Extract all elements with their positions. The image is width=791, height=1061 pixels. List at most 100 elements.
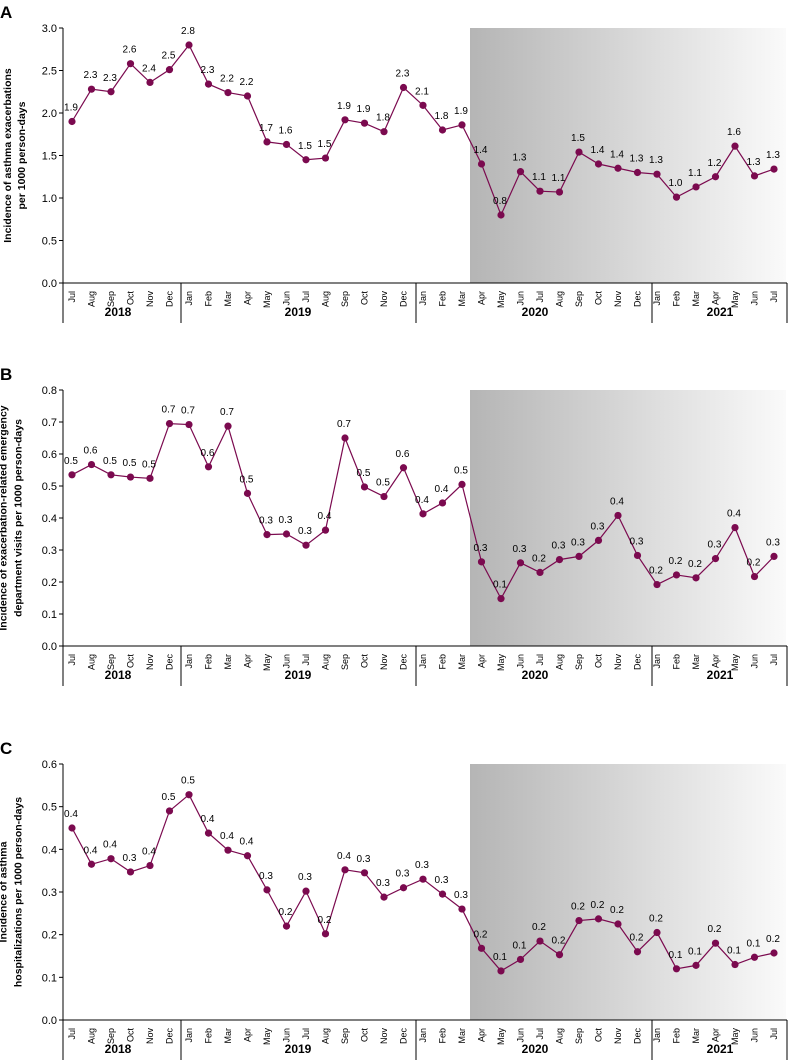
data-label: 0.7	[337, 419, 351, 430]
data-label: 0.4	[240, 837, 254, 848]
data-label: 0.2	[688, 559, 702, 570]
y-tick-label: 0.2	[42, 577, 57, 589]
data-label: 1.4	[474, 145, 488, 156]
year-label: 2020	[522, 668, 549, 682]
month-tick-label: Apr	[477, 654, 487, 668]
month-tick-label: Mar	[457, 291, 467, 307]
y-tick-label: 0.3	[42, 545, 57, 557]
data-point	[750, 172, 759, 180]
month-tick-label: Oct	[360, 291, 370, 306]
data-point	[692, 183, 700, 191]
data-label: 1.8	[435, 111, 449, 122]
data-point	[711, 939, 720, 947]
data-point	[321, 154, 330, 162]
y-axis-label-line1: Incidence of asthma	[0, 841, 10, 942]
month-tick-label: Aug	[87, 291, 97, 307]
data-label: 0.3	[708, 540, 722, 551]
data-label: 0.4	[337, 851, 351, 862]
data-point	[321, 930, 330, 938]
data-label: 0.3	[123, 853, 137, 864]
data-point	[165, 66, 174, 74]
month-tick-label: May	[730, 291, 740, 309]
data-point	[341, 116, 349, 124]
y-tick-label: 0.7	[42, 417, 57, 429]
data-label: 0.8	[493, 196, 507, 207]
month-tick-label: Nov	[379, 291, 389, 308]
month-tick-label: Apr	[477, 291, 487, 305]
data-point	[750, 572, 759, 581]
month-tick-label: May	[730, 1028, 740, 1046]
month-tick-label: Feb	[672, 654, 682, 670]
data-label: 0.5	[240, 474, 254, 485]
month-tick-label: Nov	[613, 654, 623, 671]
month-tick-label: Sep	[106, 654, 116, 670]
data-point	[770, 165, 778, 173]
month-tick-label: Jul	[535, 291, 545, 303]
data-point	[458, 480, 466, 488]
data-point	[477, 160, 486, 168]
month-tick-label: May	[262, 654, 272, 672]
month-tick-label: Jun	[750, 291, 760, 306]
data-point	[380, 492, 388, 501]
data-point	[692, 961, 700, 969]
month-tick-label: May	[262, 1028, 272, 1046]
month-tick-label: Jul	[67, 654, 77, 666]
data-point	[263, 531, 271, 539]
data-label: 0.1	[493, 580, 507, 591]
y-tick-label: 0.1	[42, 972, 57, 984]
panel-a: A Incidence of asthma exacerbations per 10…	[0, 3, 788, 323]
data-label: 0.6	[84, 446, 98, 457]
month-tick-label: Nov	[613, 291, 623, 308]
data-point	[107, 471, 115, 479]
data-label: 0.3	[357, 854, 371, 865]
data-point	[633, 168, 642, 177]
data-label: 0.2	[571, 902, 585, 913]
data-point	[692, 574, 700, 582]
month-tick-label: Feb	[672, 291, 682, 307]
month-tick-label: Jan	[184, 1028, 194, 1043]
data-label: 0.5	[357, 468, 371, 479]
data-point	[458, 905, 466, 913]
month-tick-label: Jun	[750, 1028, 760, 1043]
data-label: 1.5	[318, 139, 332, 150]
data-point	[633, 551, 642, 560]
panel-letter: C	[0, 739, 12, 758]
month-tick-label: May	[496, 654, 506, 672]
month-tick-label: Aug	[321, 291, 331, 307]
month-tick-label: Dec	[399, 654, 409, 671]
data-point	[419, 101, 427, 109]
data-point	[555, 951, 564, 959]
data-label: 1.0	[669, 178, 683, 189]
data-label: 0.1	[513, 940, 527, 951]
data-label: 0.4	[435, 484, 449, 495]
month-tick-label: Sep	[340, 291, 350, 307]
data-label: 0.1	[669, 950, 683, 961]
data-point	[672, 965, 681, 973]
data-point	[107, 855, 115, 863]
data-label: 0.5	[454, 465, 468, 476]
month-tick-label: May	[730, 654, 740, 672]
data-label: 2.2	[220, 74, 234, 85]
month-tick-label: Apr	[711, 1028, 721, 1042]
data-point	[770, 949, 778, 957]
data-point	[126, 473, 135, 481]
data-label: 0.7	[162, 405, 176, 416]
data-point	[497, 211, 505, 219]
data-point	[360, 483, 369, 491]
year-label: 2021	[707, 668, 734, 682]
y-axis-label-line2: hospitalizations per 1000 person-days	[13, 797, 25, 987]
month-tick-label: Oct	[126, 291, 136, 306]
data-label: 1.1	[552, 173, 566, 184]
data-point	[536, 568, 544, 577]
data-label: 0.1	[493, 952, 507, 963]
month-tick-label: Aug	[555, 1028, 565, 1044]
data-label: 2.1	[415, 86, 429, 97]
data-label: 0.3	[259, 871, 273, 882]
data-point	[185, 420, 193, 429]
data-label: 1.1	[532, 172, 546, 183]
data-label: 0.6	[396, 449, 410, 460]
month-tick-label: Nov	[379, 1028, 389, 1045]
y-tick-label: 0.0	[42, 1015, 57, 1027]
data-point	[419, 510, 427, 518]
